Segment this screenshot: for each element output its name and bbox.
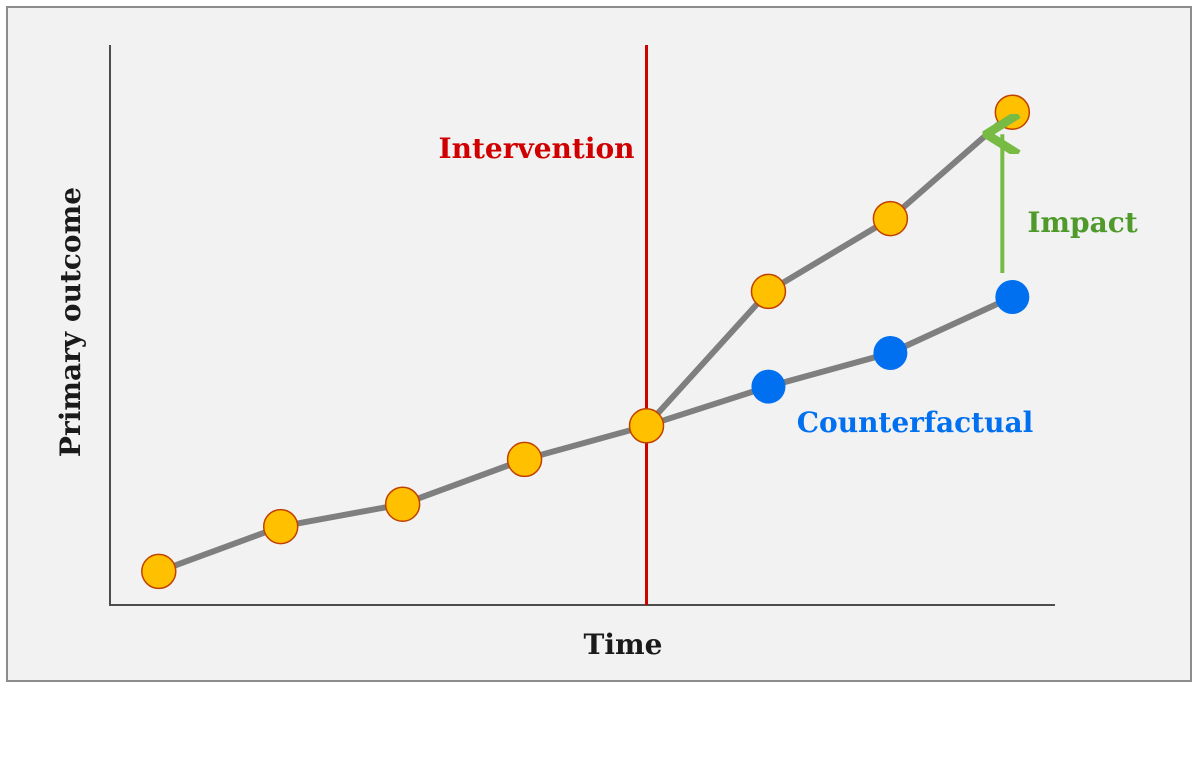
counterfactual-label: Counterfactual [797,406,1033,439]
outcome-point [994,94,1031,130]
series-0-segment [643,288,772,429]
outcome-point [506,441,543,478]
counterfactual-point [751,369,786,404]
counterfactual-point [873,336,908,370]
series-0-segment [277,501,406,530]
series-1-segment [643,383,772,429]
impact-label: Impact [1027,206,1137,239]
series-0-segment [887,109,1016,222]
outcome-point [872,200,909,237]
outcome-point [628,408,665,444]
outcome-point [141,553,177,590]
series-1-segment [765,350,894,390]
series-0-segment [155,523,284,575]
outcome-point [750,273,787,310]
intervention-label: Intervention [439,132,635,165]
series-0-segment [521,422,650,463]
outcome-point [262,508,299,545]
x-axis-label: Time [584,628,663,661]
y-axis-label: Primary outcome [54,187,87,457]
series-1-segment [887,294,1016,356]
series-0-segment [399,456,528,508]
series-0-segment [765,215,894,295]
counterfactual-point [995,280,1030,314]
outcome-point [384,486,421,522]
